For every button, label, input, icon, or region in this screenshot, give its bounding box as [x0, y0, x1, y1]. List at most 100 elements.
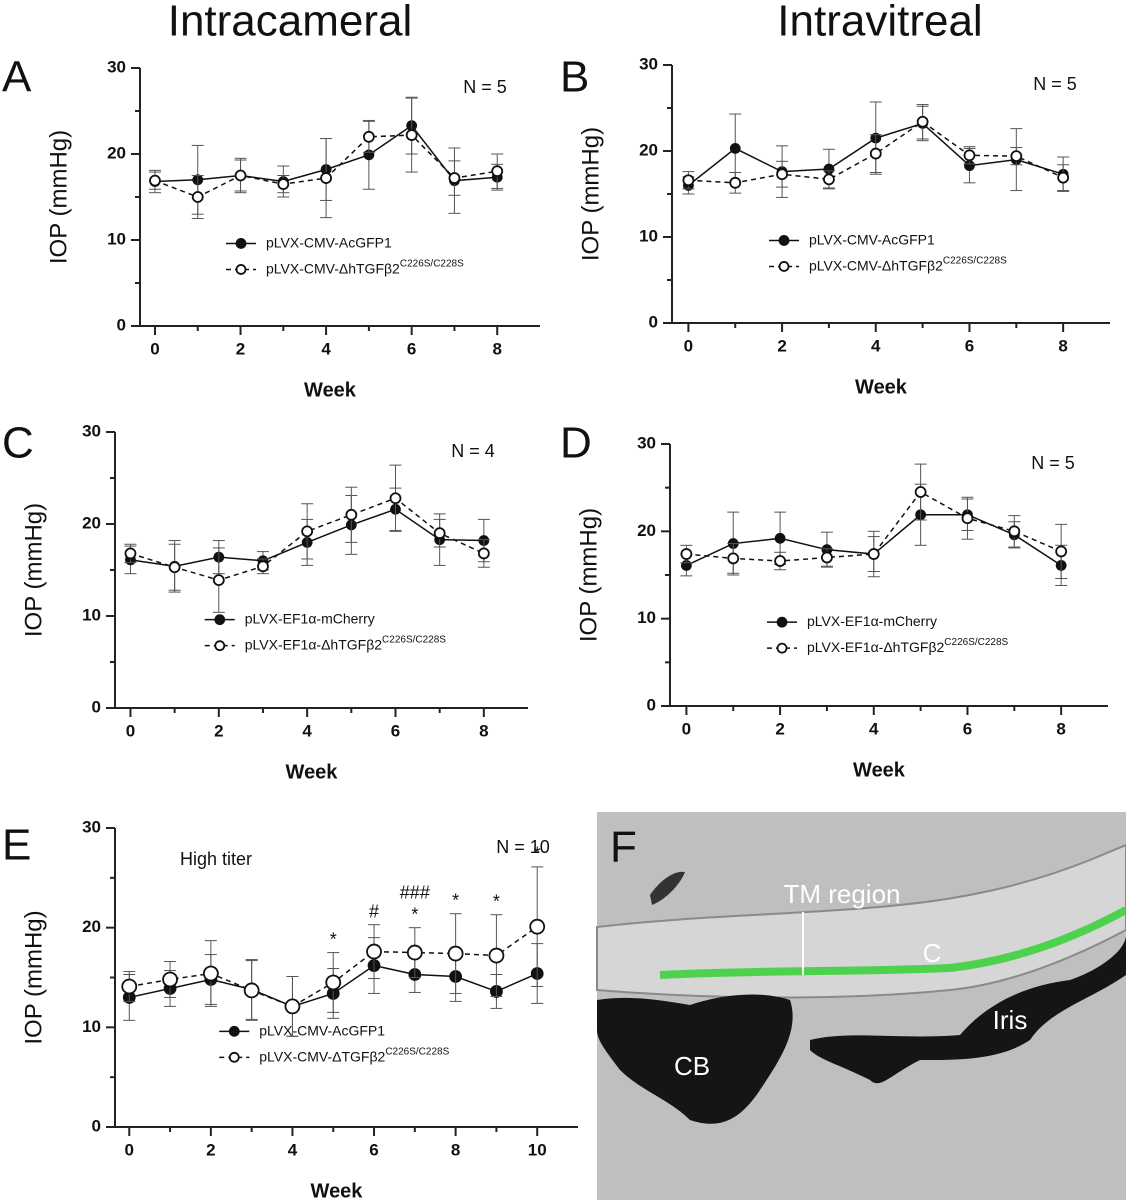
- panel-letter: F: [610, 823, 637, 872]
- image-label: CB: [674, 1051, 710, 1081]
- marker: [362, 130, 375, 143]
- marker: [277, 178, 290, 191]
- x-tick-label: 10: [528, 1140, 547, 1159]
- marker: [821, 551, 833, 564]
- annotation: N = 5: [1031, 453, 1075, 473]
- marker: [916, 115, 929, 128]
- x-tick-label: 6: [963, 719, 972, 738]
- marker: [491, 165, 504, 178]
- significance-mark: *: [330, 929, 337, 949]
- x-tick-label: 0: [125, 1140, 134, 1159]
- x-tick-label: 4: [869, 719, 879, 738]
- marker: [1008, 525, 1021, 538]
- x-tick-label: 0: [150, 339, 159, 358]
- x-tick-label: 8: [1058, 336, 1067, 355]
- legend-name: pLVX-EF1α-mCherry: [807, 613, 937, 629]
- marker: [325, 974, 342, 991]
- significance-mark: *: [534, 844, 541, 864]
- marker: [191, 191, 204, 203]
- marker: [447, 945, 464, 962]
- marker: [867, 548, 880, 560]
- column-title: Intracameral: [168, 0, 413, 46]
- y-axis-label: IOP (mmHg): [575, 508, 602, 642]
- x-axis-label: Week: [286, 761, 339, 783]
- series-line: [130, 497, 485, 581]
- y-tick-label: 30: [637, 433, 656, 452]
- y-tick-label: 10: [637, 608, 656, 627]
- legend-name: pLVX-CMV-AcGFP1: [266, 234, 392, 250]
- x-tick-label: 0: [682, 719, 691, 738]
- legend-label: pLVX-CMV-AcGFP1: [809, 231, 935, 247]
- marker: [727, 552, 740, 565]
- y-tick-label: 0: [92, 1116, 101, 1135]
- x-tick-label: 8: [1056, 719, 1065, 738]
- legend-marker: [778, 235, 790, 246]
- chart: 0 10 20 30 0 2 4 6 8 Week IOP (mmHg) N = 5 pLVX-EF1α…: [575, 433, 1108, 781]
- chart: 0 10 20 30 0 2 4 6 8 10 Week IOP (mmHg) N = 10 High t…: [20, 817, 578, 1200]
- x-tick-label: 4: [288, 1140, 298, 1159]
- annotation: N = 10: [496, 837, 550, 857]
- significance-mark: *: [411, 904, 418, 924]
- legend-label: pLVX-CMV-AcGFP1: [259, 1022, 385, 1038]
- y-axis-label: IOP (mmHg): [20, 910, 47, 1044]
- image-label: C: [923, 938, 942, 968]
- legend-label: pLVX-CMV-ΔhTGFβ2C226S/C228S: [809, 255, 1007, 273]
- y-tick-label: 10: [82, 1017, 101, 1036]
- marker: [301, 525, 314, 538]
- x-tick-label: 2: [214, 721, 223, 740]
- panel-letter: C: [2, 419, 34, 468]
- marker: [257, 560, 269, 573]
- marker: [406, 944, 423, 961]
- legend-name: pLVX-EF1α-ΔhTGFβ2: [245, 636, 382, 652]
- chart: 0 10 20 30 0 2 4 6 8 Week IOP (mmHg) N = 5 pLVX-CMV-…: [577, 54, 1110, 398]
- marker: [776, 168, 788, 181]
- legend-superscript: C226S/C228S: [382, 634, 446, 645]
- marker: [869, 147, 882, 160]
- marker: [682, 174, 695, 187]
- marker: [488, 947, 505, 964]
- legend-label: pLVX-EF1α-ΔhTGFβ2C226S/C228S: [245, 634, 447, 652]
- y-axis-label: IOP (mmHg): [45, 130, 72, 264]
- legend-marker: [235, 238, 247, 249]
- y-tick-label: 0: [649, 312, 658, 331]
- x-tick-label: 8: [492, 339, 501, 358]
- x-tick-label: 0: [126, 721, 135, 740]
- legend-marker: [235, 264, 247, 275]
- y-axis-label: IOP (mmHg): [20, 503, 47, 637]
- marker: [529, 918, 546, 935]
- marker: [729, 143, 741, 154]
- panel-letter: D: [560, 419, 592, 468]
- significance-mark: *: [452, 890, 459, 910]
- x-axis-label: Week: [855, 376, 908, 398]
- marker: [149, 174, 161, 187]
- y-tick-label: 20: [639, 140, 658, 159]
- marker: [448, 172, 461, 184]
- legend-superscript: C226S/C228S: [944, 637, 1008, 648]
- x-tick-label: 6: [391, 721, 400, 740]
- marker: [345, 508, 358, 521]
- marker: [963, 149, 976, 162]
- marker: [961, 512, 974, 525]
- marker: [366, 943, 382, 960]
- legend-label: pLVX-CMV-ΔTGFβ2C226S/C228S: [259, 1046, 449, 1064]
- y-tick-label: 30: [82, 421, 101, 440]
- y-tick-label: 30: [639, 54, 658, 73]
- significance-mark: ###: [400, 882, 430, 902]
- marker: [202, 965, 219, 982]
- marker: [121, 978, 138, 995]
- significance-mark: *: [493, 891, 500, 911]
- marker: [284, 998, 301, 1015]
- y-axis-label: IOP (mmHg): [577, 127, 604, 261]
- legend-marker: [214, 614, 226, 626]
- marker: [729, 176, 742, 189]
- annotation: N = 5: [463, 77, 507, 97]
- y-tick-label: 0: [92, 697, 101, 716]
- marker: [433, 527, 446, 540]
- marker: [914, 486, 927, 498]
- legend-marker: [778, 261, 790, 272]
- x-axis-label: Week: [853, 759, 906, 781]
- significance-mark: #: [369, 901, 379, 921]
- green-signal: [659, 906, 1126, 979]
- legend-label: pLVX-EF1α-ΔhTGFβ2C226S/C228S: [807, 637, 1009, 655]
